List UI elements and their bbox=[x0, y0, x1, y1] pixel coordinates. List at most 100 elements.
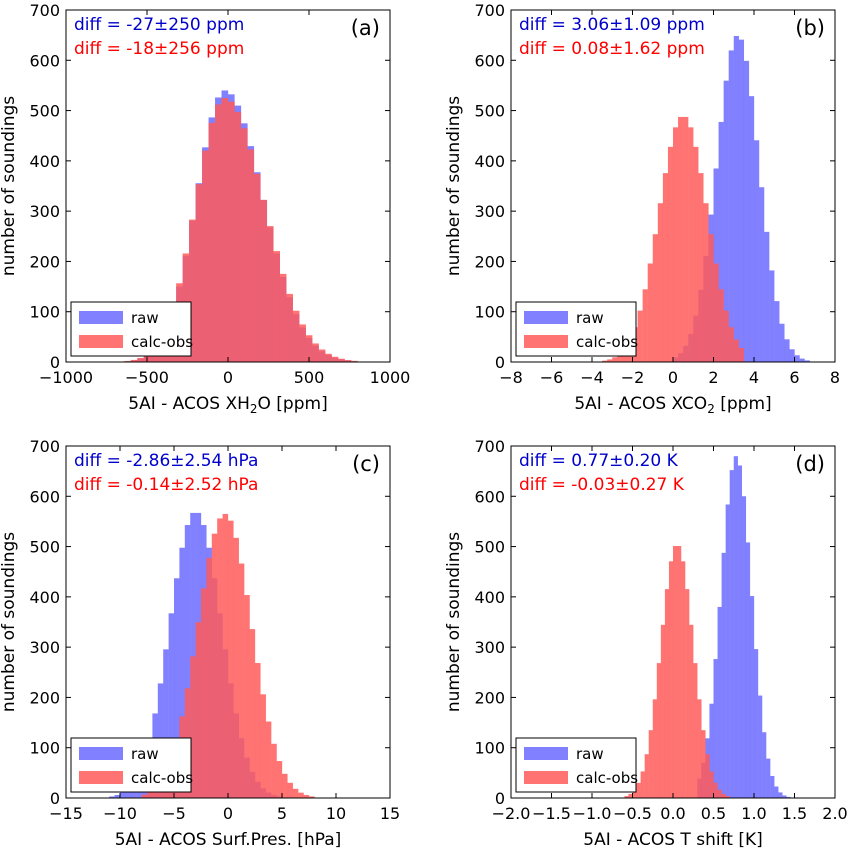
y-axis-label: number of soundings bbox=[0, 532, 19, 712]
histogram-bar bbox=[733, 456, 738, 798]
histogram-bar bbox=[282, 773, 288, 798]
histogram-bar bbox=[789, 349, 795, 362]
histogram-bar bbox=[130, 359, 138, 362]
y-tick-label: 100 bbox=[29, 303, 60, 322]
stat-mean: diff = -0.14 bbox=[74, 475, 170, 495]
histogram-bar bbox=[260, 199, 268, 362]
y-axis-label: number of soundings bbox=[444, 96, 464, 276]
histogram-bar bbox=[784, 339, 790, 362]
legend-swatch-calc-obs bbox=[524, 335, 568, 348]
histogram-bar bbox=[770, 775, 775, 798]
x-axis-label-main: 5AI - ACOS T shift [K] bbox=[583, 830, 763, 848]
y-tick-label: 0 bbox=[495, 353, 505, 372]
histogram-bar bbox=[234, 111, 242, 363]
x-tick-label: 5 bbox=[277, 804, 287, 823]
histogram-bar bbox=[713, 263, 719, 362]
histogram-bar bbox=[779, 323, 785, 362]
x-tick-label: 6 bbox=[789, 368, 799, 387]
histogram-bar bbox=[701, 730, 706, 798]
histogram-bar bbox=[228, 520, 234, 798]
histogram-bar bbox=[728, 50, 734, 363]
histogram-bar bbox=[109, 796, 115, 798]
legend-swatch-raw bbox=[79, 311, 123, 324]
histogram-bar bbox=[331, 356, 339, 362]
x-tick-label: 0 bbox=[223, 804, 233, 823]
histogram-bar bbox=[769, 270, 775, 362]
histogram-bar bbox=[738, 348, 745, 362]
histogram-bar bbox=[660, 624, 666, 798]
y-tick-label: 400 bbox=[474, 152, 505, 171]
histogram-bar bbox=[632, 789, 637, 798]
histogram-bar bbox=[273, 251, 280, 362]
histogram-bar bbox=[607, 359, 613, 362]
raw-stat-text: diff = -2.86±2.54 hPa bbox=[74, 451, 258, 471]
histogram-bar bbox=[664, 589, 670, 798]
plus-minus-sign: ± bbox=[154, 15, 168, 35]
histogram-bar bbox=[265, 721, 272, 798]
stat-spread: 0.27 K bbox=[630, 475, 685, 495]
x-axis-label: 5AI - ACOS XCO2 [ppm] bbox=[574, 394, 771, 416]
histogram-bar bbox=[764, 231, 770, 362]
histogram-bar bbox=[299, 324, 306, 362]
x-tick-label: −2.0 bbox=[492, 804, 531, 823]
histogram-bar bbox=[758, 695, 763, 798]
histogram-bar bbox=[782, 795, 787, 798]
y-tick-label: 400 bbox=[29, 152, 60, 171]
legend-label-calc-obs: calc-obs bbox=[131, 333, 193, 351]
stat-spread: 1.62 ppm bbox=[623, 39, 704, 59]
x-tick-label: −2 bbox=[621, 368, 645, 387]
legend-label-calc-obs: calc-obs bbox=[576, 333, 638, 351]
histogram-bar bbox=[217, 518, 223, 798]
histogram-bar bbox=[124, 360, 131, 362]
histogram-bar bbox=[718, 289, 724, 362]
x-axis-label-main: 5AI - ACOS XCO bbox=[574, 394, 707, 414]
histogram-bar bbox=[693, 146, 699, 362]
histogram-bar bbox=[221, 98, 229, 362]
histogram-bar bbox=[685, 589, 690, 798]
legend-label-raw: raw bbox=[576, 309, 604, 327]
histogram-bar bbox=[733, 35, 739, 362]
x-tick-label: −500 bbox=[125, 368, 169, 387]
y-tick-label: 200 bbox=[29, 688, 60, 707]
histogram-bar bbox=[624, 796, 629, 798]
histogram-bar bbox=[309, 796, 315, 798]
histogram-bar bbox=[228, 101, 235, 363]
panel-tag: (b) bbox=[795, 16, 825, 40]
x-tick-label: −6 bbox=[540, 368, 564, 387]
histogram-bar bbox=[292, 310, 300, 362]
histogram-bar bbox=[705, 754, 710, 798]
y-tick-label: 700 bbox=[474, 437, 505, 456]
histogram-bar bbox=[774, 301, 780, 362]
x-tick-label: 1000 bbox=[370, 368, 411, 387]
series-calc-obs bbox=[602, 116, 745, 363]
y-axis-label: number of soundings bbox=[444, 532, 464, 712]
x-tick-label: 1.5 bbox=[782, 804, 807, 823]
y-tick-label: 200 bbox=[474, 252, 505, 271]
y-tick-label: 200 bbox=[474, 688, 505, 707]
histogram-bar bbox=[648, 730, 653, 798]
histogram-bar bbox=[652, 234, 658, 362]
y-tick-label: 700 bbox=[29, 1, 60, 20]
legend-label-raw: raw bbox=[131, 745, 159, 763]
histogram-bar bbox=[244, 595, 250, 798]
histogram-bar bbox=[642, 289, 648, 362]
histogram-bar bbox=[249, 629, 256, 798]
histogram-bar bbox=[698, 173, 704, 362]
histogram-bar bbox=[709, 771, 714, 798]
plus-minus-sign: ± bbox=[609, 15, 623, 35]
histogram-bar bbox=[725, 504, 730, 798]
histogram-bar bbox=[741, 496, 747, 798]
histogram-bar bbox=[681, 561, 686, 798]
histogram-bar bbox=[292, 788, 299, 798]
calc-obs-stat-text: diff = -18±256 ppm bbox=[74, 39, 244, 59]
histogram-bar bbox=[647, 263, 653, 362]
series-raw bbox=[697, 456, 791, 798]
histogram-bar bbox=[147, 792, 153, 798]
histogram-bar bbox=[717, 789, 722, 798]
stat-spread: 1.09 ppm bbox=[623, 15, 704, 35]
histogram-bar bbox=[717, 606, 722, 798]
histogram-bar bbox=[703, 203, 709, 362]
histogram-bar bbox=[174, 578, 180, 798]
histogram-bar bbox=[725, 796, 730, 798]
histogram-bar bbox=[351, 360, 358, 362]
